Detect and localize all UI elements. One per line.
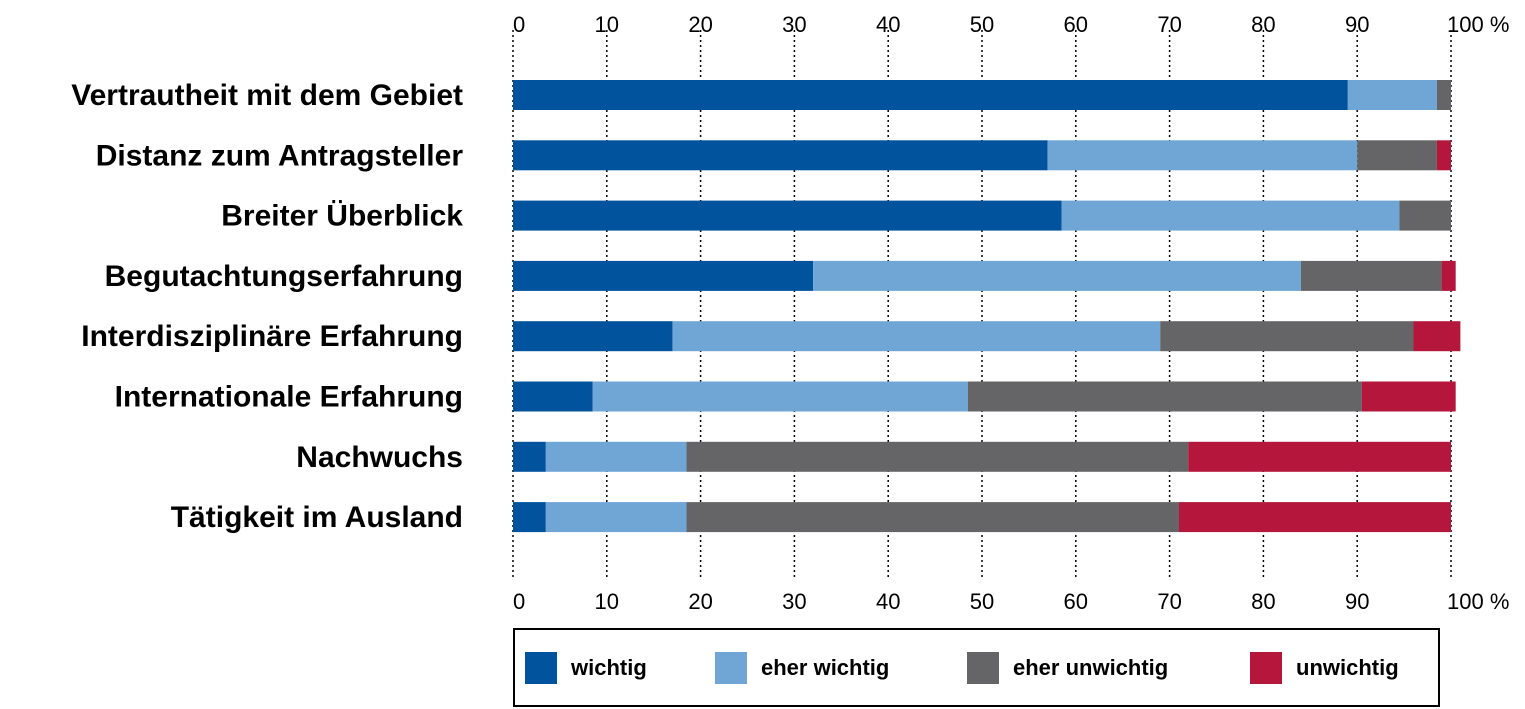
bar-internationale-erfahrung-eher-unwichtig <box>967 381 1362 412</box>
bar-nachwuchs-eher-wichtig <box>545 441 687 472</box>
legend-item-eher-wichtig: eher wichtig <box>715 630 889 705</box>
bar-begutachtungserfahrung-wichtig <box>513 260 814 291</box>
grid-lines <box>512 30 1452 578</box>
bar-begutachtungserfahrung-eher-wichtig <box>813 260 1301 291</box>
bar-internationale-erfahrung-eher-wichtig <box>592 381 968 412</box>
category-label-distanz-zum-antragsteller: Distanz zum Antragsteller <box>96 139 464 172</box>
bar-breiter-überblick-wichtig <box>513 200 1062 231</box>
bar-tätigkeit-im-ausland-unwichtig <box>1178 502 1451 533</box>
bar-distanz-zum-antragsteller-eher-wichtig <box>1047 140 1358 171</box>
category-labels: Vertrautheit mit dem Gebiet Distanz zum A… <box>71 79 463 534</box>
bar-distanz-zum-antragsteller-wichtig <box>513 140 1048 171</box>
category-label-begutachtungserfahrung: Begutachtungserfahrung <box>105 260 463 293</box>
legend: wichtig eher wichtig eher unwichtig unwi… <box>513 628 1440 707</box>
bar-vertrautheit-mit-dem-gebiet-eher-unwichtig <box>1436 80 1451 110</box>
legend-label-wichtig: wichtig <box>571 654 647 680</box>
ticks-top-label-0: 0 <box>513 12 525 37</box>
legend-label-eher-wichtig: eher wichtig <box>761 654 890 680</box>
bar-interdisziplinäre-erfahrung-eher-wichtig <box>672 321 1161 352</box>
bar-tätigkeit-im-ausland-eher-wichtig <box>545 502 687 533</box>
ticks-top-label-70: 70 <box>1157 12 1181 37</box>
ticks-bottom-label-60: 60 <box>1064 589 1088 614</box>
bar-vertrautheit-mit-dem-gebiet-wichtig <box>513 80 1348 110</box>
ticks-bottom-label-20: 20 <box>688 589 712 614</box>
ticks-bottom-label-30: 30 <box>782 589 806 614</box>
legend-label-unwichtig: unwichtig <box>1296 654 1399 680</box>
category-label-internationale-erfahrung: Internationale Erfahrung <box>115 381 463 414</box>
legend-swatch-wichtig <box>525 651 557 684</box>
bar-nachwuchs-unwichtig <box>1188 441 1451 472</box>
bar-interdisziplinäre-erfahrung-wichtig <box>513 321 673 352</box>
bar-begutachtungserfahrung-unwichtig <box>1441 260 1456 291</box>
ticks-bottom-label-80: 80 <box>1251 589 1275 614</box>
ticks-top-label-90: 90 <box>1345 12 1369 37</box>
legend-swatch-eher-unwichtig <box>967 651 999 684</box>
ticks-top-label-30: 30 <box>782 12 806 37</box>
bar-interdisziplinäre-erfahrung-unwichtig <box>1413 321 1461 352</box>
bar-breiter-überblick-eher-unwichtig <box>1399 200 1451 231</box>
bar-interdisziplinäre-erfahrung-eher-unwichtig <box>1160 321 1414 352</box>
legend-item-wichtig: wichtig <box>525 630 647 705</box>
bars <box>513 80 1461 533</box>
ticks-bottom-label-70: 70 <box>1157 589 1181 614</box>
ticks-top-label-100: 100 % <box>1447 12 1509 37</box>
bar-breiter-überblick-eher-wichtig <box>1061 200 1400 231</box>
category-label-interdisziplinäre-erfahrung: Interdisziplinäre Erfahrung <box>81 320 463 353</box>
ticks-bottom-label-50: 50 <box>970 589 994 614</box>
category-label-nachwuchs: Nachwuchs <box>296 441 463 474</box>
bar-internationale-erfahrung-wichtig <box>513 381 593 412</box>
category-label-breiter-überblick: Breiter Überblick <box>221 200 463 233</box>
bar-vertrautheit-mit-dem-gebiet-eher-wichtig <box>1347 80 1437 110</box>
bar-distanz-zum-antragsteller-eher-unwichtig <box>1357 140 1437 171</box>
ticks-top-label-60: 60 <box>1064 12 1088 37</box>
bar-internationale-erfahrung-unwichtig <box>1361 381 1456 412</box>
x-axis-ticks-bottom: 0 10 20 30 40 50 60 70 80 90 100 % <box>513 589 1509 614</box>
ticks-bottom-label-0: 0 <box>513 589 525 614</box>
bar-distanz-zum-antragsteller-unwichtig <box>1436 140 1451 171</box>
category-label-tätigkeit-im-ausland: Tätigkeit im Ausland <box>171 501 463 534</box>
category-label-vertrautheit-mit-dem-gebiet: Vertrautheit mit dem Gebiet <box>71 79 463 112</box>
ticks-top-label-20: 20 <box>688 12 712 37</box>
x-axis-ticks-top: 0 10 20 30 40 50 60 70 80 90 100 % <box>513 12 1509 37</box>
ticks-bottom-label-40: 40 <box>876 589 900 614</box>
legend-item-unwichtig: unwichtig <box>1250 630 1399 705</box>
bar-begutachtungserfahrung-eher-unwichtig <box>1300 260 1442 291</box>
bar-tätigkeit-im-ausland-wichtig <box>513 502 546 533</box>
legend-item-eher-unwichtig: eher unwichtig <box>967 630 1168 705</box>
legend-swatch-unwichtig <box>1250 651 1282 684</box>
legend-swatch-eher-wichtig <box>715 651 747 684</box>
legend-label-eher-unwichtig: eher unwichtig <box>1013 654 1169 680</box>
ticks-top-label-80: 80 <box>1251 12 1275 37</box>
ticks-top-label-10: 10 <box>595 12 619 37</box>
ticks-bottom-label-10: 10 <box>595 589 619 614</box>
ticks-bottom-label-100: 100 % <box>1447 589 1509 614</box>
ticks-bottom-label-90: 90 <box>1345 589 1369 614</box>
bar-tätigkeit-im-ausland-eher-unwichtig <box>686 502 1179 533</box>
bar-nachwuchs-eher-unwichtig <box>686 441 1189 472</box>
ticks-top-label-40: 40 <box>876 12 900 37</box>
bar-nachwuchs-wichtig <box>513 441 546 472</box>
ticks-top-label-50: 50 <box>970 12 994 37</box>
stacked-bar-chart: Vertrautheit mit dem Gebiet Distanz zum A… <box>71 12 1509 614</box>
